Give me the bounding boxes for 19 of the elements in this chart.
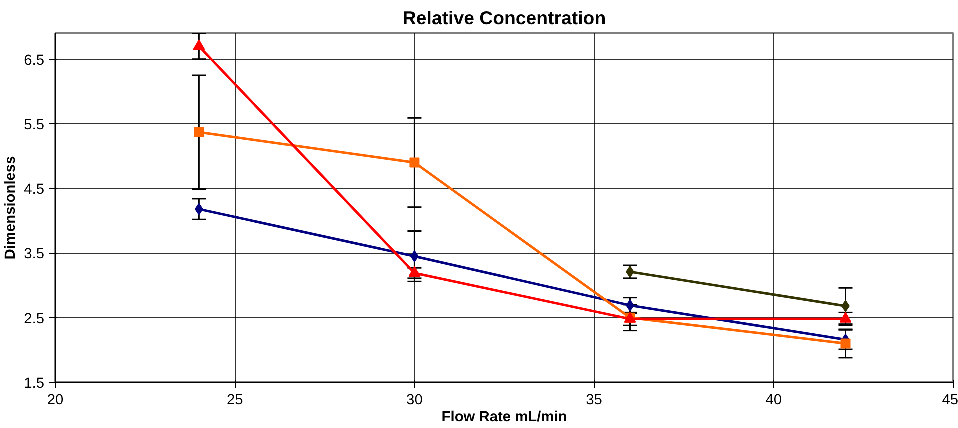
y-tick-label: 3.5 bbox=[24, 246, 44, 263]
x-tick-label: 35 bbox=[586, 392, 602, 408]
point bbox=[840, 338, 851, 349]
x-tick-label: 20 bbox=[47, 392, 64, 408]
x-tick-label: 25 bbox=[226, 392, 244, 408]
y-tick-label: 6.5 bbox=[24, 52, 44, 69]
y-tick-label: 1.5 bbox=[24, 376, 44, 392]
x-tick-label: 30 bbox=[406, 392, 423, 408]
x-axis-title: Flow Rate mL/min bbox=[442, 410, 568, 426]
chart-title: Relative Concentration bbox=[402, 8, 606, 28]
y-tick-label: 5.5 bbox=[24, 117, 44, 134]
point bbox=[194, 127, 204, 138]
y-axis-title: Dimensionless bbox=[3, 156, 20, 260]
point bbox=[410, 158, 420, 168]
y-tick-label: 2.5 bbox=[24, 311, 44, 328]
x-tick-label: 45 bbox=[942, 392, 958, 408]
y-tick-label: 4.5 bbox=[24, 182, 44, 198]
point bbox=[193, 40, 206, 50]
x-tick-label: 40 bbox=[766, 392, 782, 408]
